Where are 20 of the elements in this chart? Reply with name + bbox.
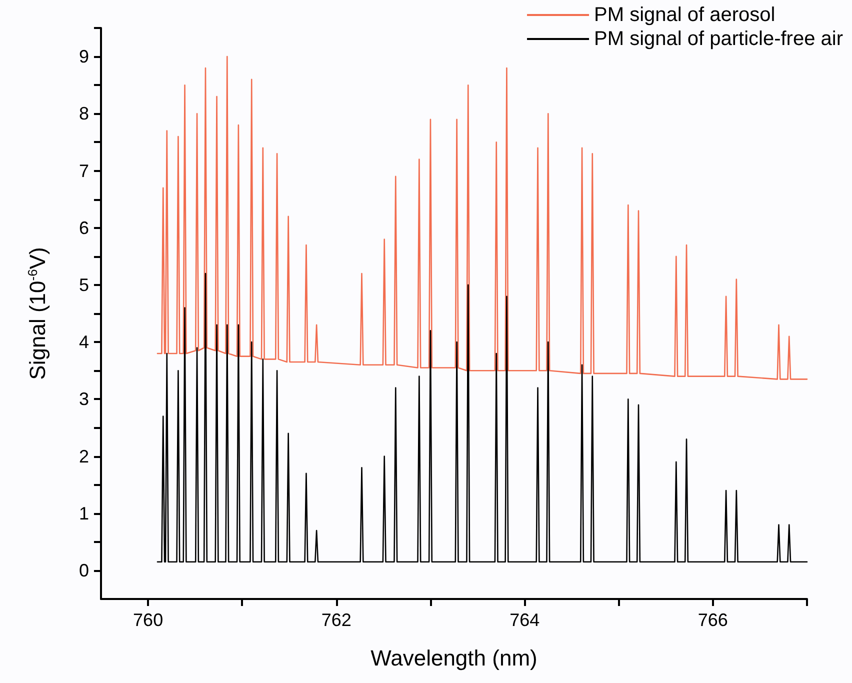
y-tick-label: 3: [78, 389, 89, 410]
x-axis-title: Wavelength (nm): [370, 646, 538, 670]
x-tick-label: 766: [698, 610, 728, 630]
y-tick-label: 0: [78, 560, 89, 580]
y-tick-label: 8: [78, 104, 89, 124]
legend-label: PM signal of aerosol: [594, 4, 776, 26]
y-axis-title: Signal (10-6V): [25, 247, 50, 380]
line-series: [156, 56, 808, 380]
y-tick-label: 6: [78, 218, 89, 238]
y-tick-label: 2: [78, 446, 89, 466]
y-tick-label: 5: [78, 274, 89, 295]
y-tick-label: 1: [78, 503, 89, 524]
line-series: [156, 272, 808, 563]
x-tick-label: 760: [133, 610, 164, 630]
y-tick-label: 7: [78, 160, 89, 181]
y-tick-label: 4: [78, 332, 89, 352]
x-tick-label: 764: [510, 610, 540, 630]
legend-label: PM signal of particle-free air: [594, 28, 844, 50]
x-tick-label: 762: [321, 610, 352, 630]
y-tick-label: 9: [78, 46, 89, 67]
